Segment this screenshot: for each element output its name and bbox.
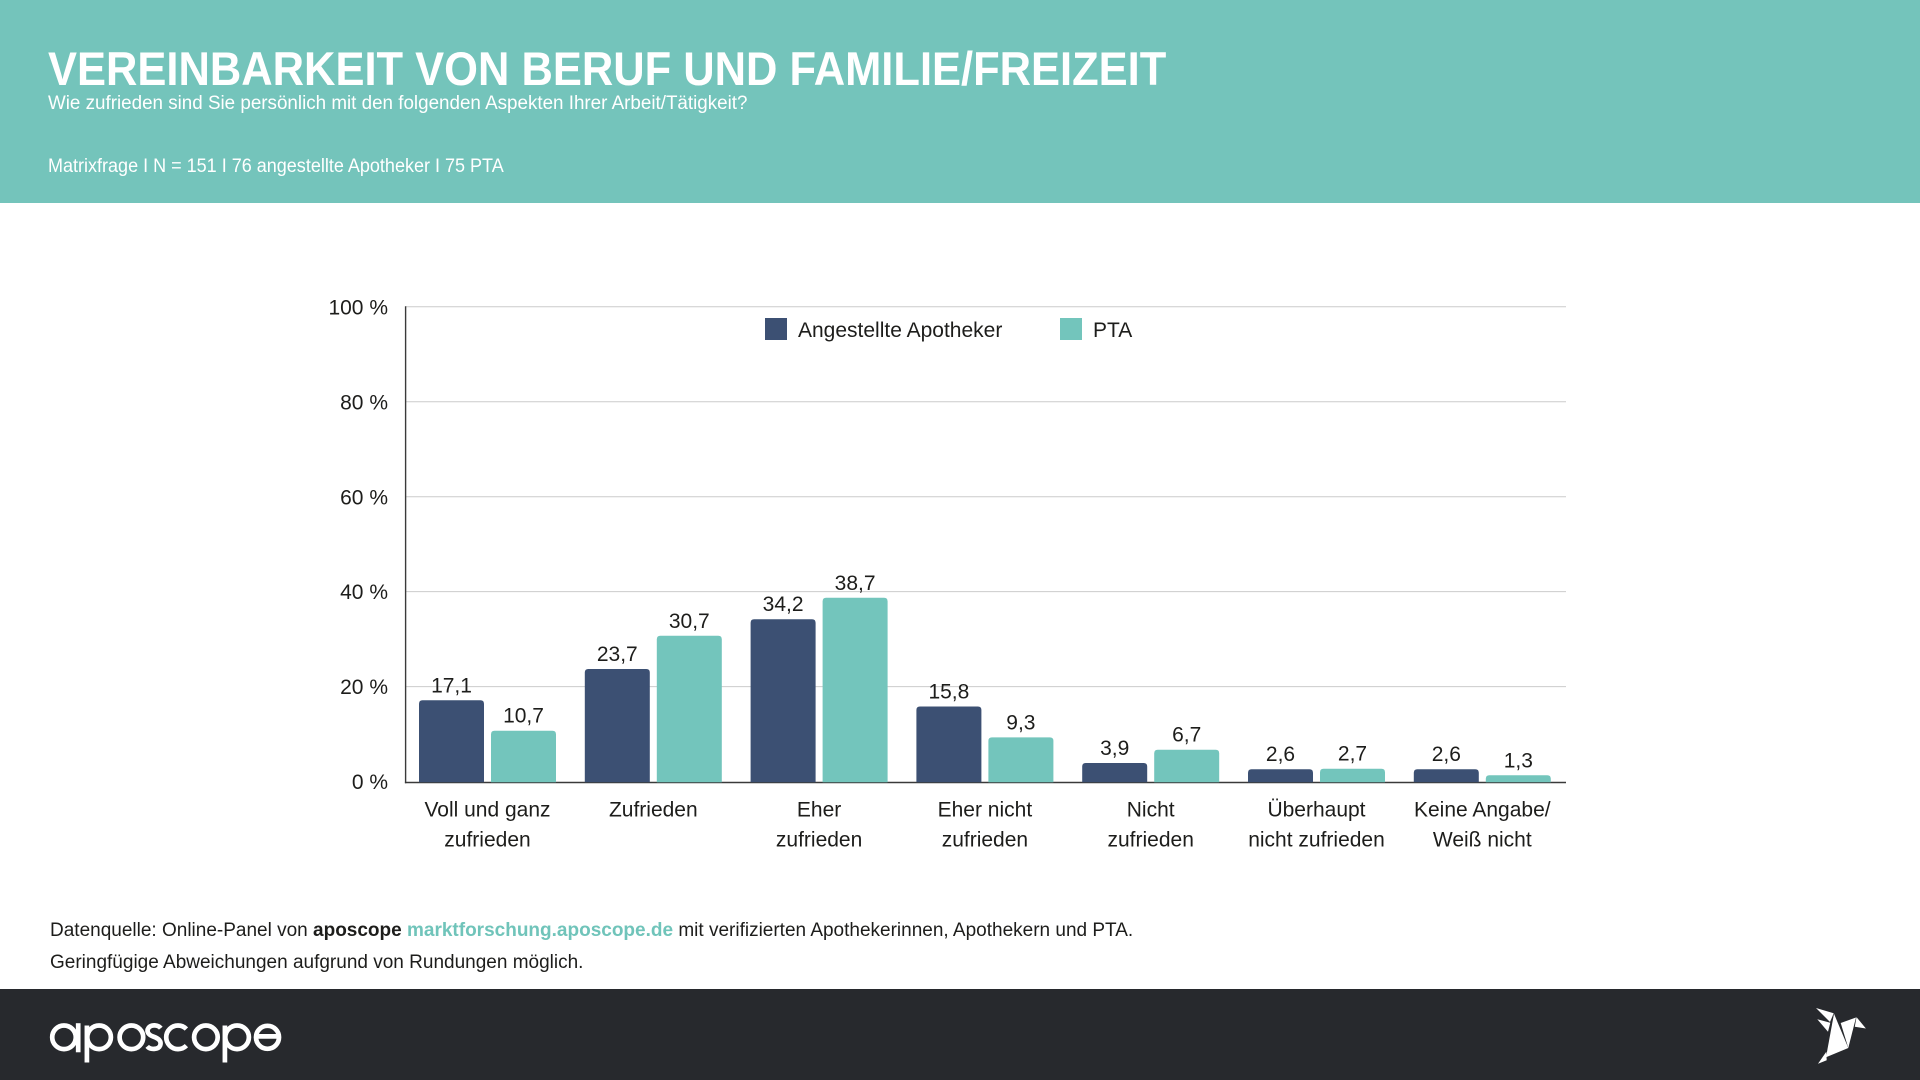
svg-text:40 %: 40 % — [340, 581, 388, 604]
svg-text:zufrieden: zufrieden — [444, 829, 530, 852]
svg-text:Voll und ganz: Voll und ganz — [424, 798, 550, 821]
svg-text:Zufrieden: Zufrieden — [609, 798, 698, 821]
svg-text:zufrieden: zufrieden — [776, 829, 862, 852]
svg-text:zufrieden: zufrieden — [1108, 829, 1194, 852]
svg-text:80 %: 80 % — [340, 391, 388, 414]
svg-text:zufrieden: zufrieden — [942, 829, 1028, 852]
svg-text:Keine Angabe/: Keine Angabe/ — [1414, 798, 1551, 821]
svg-text:0 %: 0 % — [352, 771, 388, 794]
svg-text:6,7: 6,7 — [1172, 724, 1201, 747]
svg-text:9,3: 9,3 — [1006, 711, 1035, 734]
svg-text:38,7: 38,7 — [835, 572, 876, 595]
svg-text:Eher nicht: Eher nicht — [938, 798, 1033, 821]
svg-text:30,7: 30,7 — [669, 610, 710, 633]
svg-text:20 %: 20 % — [340, 676, 388, 699]
svg-text:2,7: 2,7 — [1338, 743, 1367, 766]
svg-text:Weiß nicht: Weiß nicht — [1433, 829, 1532, 852]
svg-text:PTA: PTA — [1093, 319, 1132, 342]
svg-text:3,9: 3,9 — [1100, 737, 1129, 760]
svg-text:nicht zufrieden: nicht zufrieden — [1248, 829, 1385, 852]
svg-text:Nicht: Nicht — [1127, 798, 1175, 821]
svg-text:15,8: 15,8 — [928, 681, 969, 704]
svg-text:2,6: 2,6 — [1266, 743, 1295, 766]
svg-text:1,3: 1,3 — [1504, 749, 1533, 772]
svg-text:100 %: 100 % — [328, 296, 388, 319]
svg-text:23,7: 23,7 — [597, 643, 638, 666]
svg-text:Überhaupt: Überhaupt — [1267, 798, 1365, 821]
svg-text:60 %: 60 % — [340, 486, 388, 509]
svg-text:2,6: 2,6 — [1432, 743, 1461, 766]
svg-text:Angestellte Apotheker: Angestellte Apotheker — [798, 319, 1002, 342]
svg-text:Eher: Eher — [797, 798, 841, 821]
svg-text:10,7: 10,7 — [503, 705, 544, 728]
svg-text:34,2: 34,2 — [763, 593, 804, 616]
svg-text:17,1: 17,1 — [431, 674, 472, 697]
